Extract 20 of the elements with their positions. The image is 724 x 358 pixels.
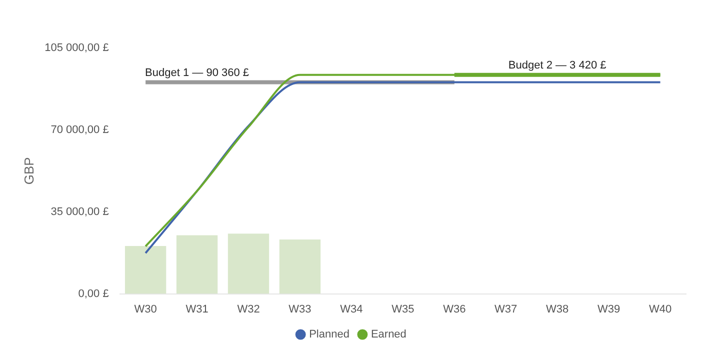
y-tick-label: 35 000,00 £	[50, 206, 109, 218]
legend-label: Earned	[370, 328, 406, 341]
y-axis-title: GBP	[21, 157, 36, 185]
y-tick-label: 70 000,00 £	[50, 124, 109, 136]
annotation: Budget 1 — 90 360 £	[145, 66, 250, 79]
x-tick-label: W37	[494, 303, 518, 316]
annotation: Budget 2 — 3 420 £	[508, 59, 606, 72]
x-tick-label: W33	[288, 303, 312, 316]
x-tick-label: W35	[392, 303, 414, 316]
legend-label: Planned	[309, 328, 350, 341]
x-tick-label: W39	[597, 303, 620, 316]
x-tick-label: W36	[443, 303, 466, 316]
x-tick-label: W31	[186, 303, 208, 316]
x-tick-label: W38	[546, 303, 569, 316]
x-tick-label: W32	[237, 303, 260, 316]
y-tick-label: 0,00 £	[78, 288, 109, 300]
x-tick-label: W40	[648, 303, 672, 316]
y-tick-label: 105 000,00 £	[44, 42, 109, 54]
x-tick-label: W30	[134, 303, 157, 316]
x-tick-label: W34	[340, 303, 363, 316]
